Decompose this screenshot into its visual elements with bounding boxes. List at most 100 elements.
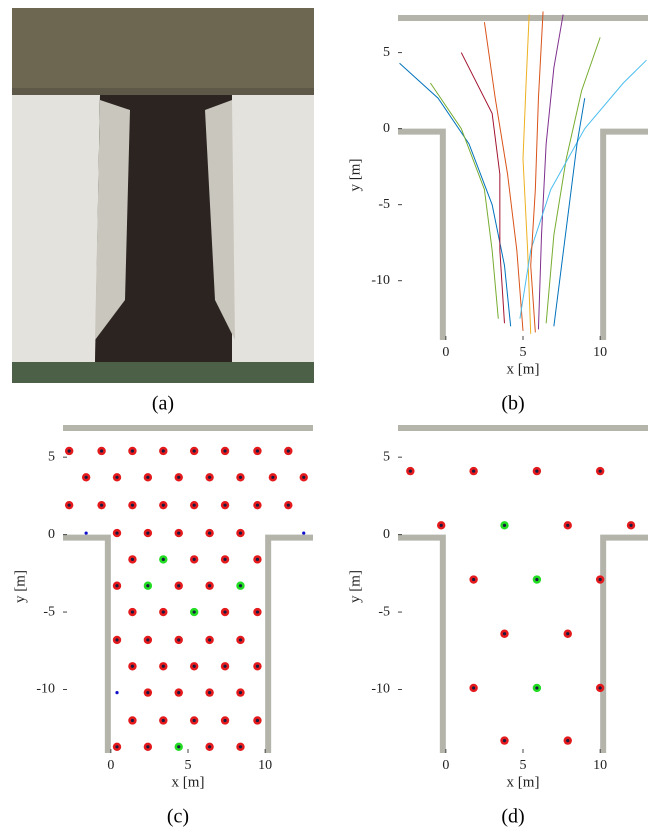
point-center — [286, 449, 290, 453]
point — [284, 446, 293, 456]
wall-right — [600, 128, 648, 340]
point — [205, 473, 214, 482]
point-center — [208, 638, 212, 642]
point-center — [238, 584, 243, 588]
point — [236, 473, 245, 482]
point — [174, 742, 183, 752]
point-center — [161, 557, 165, 561]
wall-left — [398, 534, 446, 753]
x-tick-label: 5 — [185, 758, 192, 773]
x-tick-label: 0 — [442, 758, 449, 773]
chart-panel: 0 5 10 5 0 -5 -10 x [m] y [m] (b) — [347, 11, 648, 415]
point-center — [286, 503, 290, 507]
point-center — [146, 531, 150, 535]
point — [469, 466, 478, 476]
point — [128, 500, 137, 510]
point-center — [255, 557, 260, 561]
point — [112, 581, 122, 590]
point — [159, 716, 168, 725]
point-center — [177, 531, 181, 535]
point — [500, 521, 509, 530]
trajectory — [519, 59, 647, 319]
point-center — [161, 503, 165, 507]
point-center — [177, 690, 181, 695]
point-center — [472, 686, 476, 690]
point-center — [535, 469, 539, 473]
caption: (b) — [501, 393, 524, 415]
point-center — [115, 584, 119, 588]
trajectory — [522, 14, 532, 334]
point — [220, 662, 230, 671]
point-center — [502, 632, 507, 636]
y-tick-label: -5 — [378, 197, 390, 212]
y-tick-label: 0 — [383, 121, 390, 136]
point-center — [146, 690, 150, 695]
point-center — [146, 475, 150, 479]
point — [469, 683, 478, 693]
point — [626, 521, 636, 530]
point-center — [192, 718, 196, 723]
point-center — [408, 469, 412, 473]
point — [97, 500, 106, 510]
point — [500, 736, 509, 745]
y-tick-label: -10 — [36, 682, 55, 697]
point-center — [192, 557, 196, 561]
x-axis-label: x [m] — [172, 774, 205, 790]
trajectory — [537, 14, 564, 330]
point — [189, 500, 199, 510]
point — [236, 688, 245, 697]
point — [174, 473, 183, 482]
x-tick-label: 10 — [593, 345, 607, 360]
y-axis-label: y [m] — [12, 570, 28, 603]
x-tick-label: 0 — [107, 758, 114, 773]
point — [253, 607, 262, 617]
point-center — [99, 449, 104, 453]
point — [159, 662, 168, 671]
wall-right — [265, 534, 313, 753]
point-center — [208, 745, 212, 749]
point — [81, 473, 91, 482]
point — [189, 716, 199, 725]
wall-right — [600, 534, 648, 753]
y-tick-label: 5 — [48, 449, 55, 464]
trajectory — [399, 62, 512, 327]
point — [406, 466, 415, 476]
point — [532, 466, 542, 476]
point-center — [84, 475, 88, 479]
point-center — [130, 557, 135, 561]
y-axis-label: y [m] — [347, 159, 363, 192]
point — [97, 446, 106, 456]
point — [174, 688, 183, 697]
point — [253, 716, 262, 725]
point-center — [115, 531, 119, 535]
point — [189, 555, 199, 564]
point — [595, 466, 605, 476]
point-center — [255, 449, 260, 453]
point — [64, 500, 74, 510]
point — [437, 521, 446, 530]
y-tick-label: 5 — [383, 45, 390, 60]
point — [284, 500, 293, 510]
point-center — [535, 686, 539, 690]
point-center — [598, 686, 602, 690]
point — [500, 629, 509, 638]
point-center — [208, 475, 212, 479]
point — [143, 742, 153, 752]
point — [563, 629, 572, 638]
point — [112, 473, 122, 482]
point — [143, 581, 153, 590]
point-center — [115, 638, 119, 642]
trajectory — [545, 37, 601, 324]
point-center — [99, 503, 104, 507]
point-center — [146, 584, 150, 588]
point — [205, 742, 214, 752]
point-center — [161, 610, 165, 614]
x-tick-label: 0 — [442, 345, 449, 360]
point — [563, 736, 572, 745]
photo-left-area — [12, 95, 100, 383]
point — [159, 500, 168, 510]
point — [205, 688, 214, 697]
point-center — [177, 745, 181, 749]
point — [220, 716, 230, 725]
trajectory — [483, 22, 524, 331]
